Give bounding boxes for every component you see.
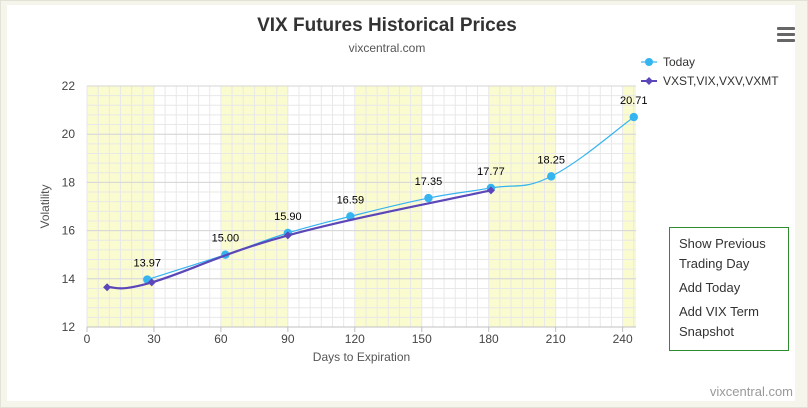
x-tick-label: 180 <box>479 332 499 346</box>
credits-link: vixcentral.com <box>710 384 793 399</box>
hamburger-menu-icon[interactable] <box>777 27 795 43</box>
data-label: 15.90 <box>274 211 302 223</box>
y-tick-label: 14 <box>62 272 76 286</box>
chart-container: 0 30 60 90 120 150 180 210 240 12 14 16 18 20 22 Days t… <box>7 5 795 401</box>
plot-band <box>622 86 636 327</box>
term-point[interactable] <box>283 231 292 240</box>
legend-marker <box>645 77 653 85</box>
today-point[interactable] <box>546 172 556 181</box>
chart-title: VIX Futures Historical Prices <box>257 15 517 36</box>
data-label: 17.35 <box>415 176 443 188</box>
vix-futures-chart: 0 30 60 90 120 150 180 210 240 12 14 16 18 20 22 Days t… <box>38 15 793 399</box>
today-point[interactable] <box>346 212 355 221</box>
show-previous-trading-day-item[interactable]: Show Previous Trading Day <box>679 236 766 271</box>
legend-item-label: VXST,VIX,VXV,VXMT <box>663 74 779 88</box>
data-label: 18.25 <box>537 154 565 166</box>
series-line <box>106 189 492 290</box>
data-label: 15.00 <box>212 233 240 245</box>
x-tick-label: 240 <box>613 332 633 346</box>
term-point[interactable] <box>486 186 495 195</box>
data-label: 16.59 <box>337 194 365 206</box>
x-tick-label: 30 <box>147 332 161 346</box>
data-label: 13.97 <box>133 258 161 270</box>
y-tick-label: 12 <box>62 320 76 334</box>
chart-subtitle: vixcentral.com <box>349 41 426 55</box>
y-tick-label: 22 <box>62 79 76 93</box>
today-point[interactable] <box>629 112 638 122</box>
add-today-item[interactable]: Add Today <box>679 280 741 295</box>
y-tick-label: 18 <box>62 175 76 189</box>
y-tick-label: 16 <box>62 224 76 238</box>
data-label: 20.71 <box>620 95 648 107</box>
chart-context-menu: Show Previous Trading Day Add Today Add … <box>669 227 789 351</box>
y-tick-label: 20 <box>62 127 76 141</box>
x-tick-label: 60 <box>214 332 228 346</box>
data-label: 17.77 <box>477 166 505 178</box>
x-axis-title: Days to Expiration <box>313 350 410 364</box>
y-axis-title: Volatility <box>38 184 52 228</box>
add-vix-term-snapshot-item[interactable]: Add VIX Term Snapshot <box>679 304 759 339</box>
term-point[interactable] <box>103 283 112 292</box>
term-point[interactable] <box>147 278 156 287</box>
x-tick-label: 0 <box>84 332 91 346</box>
x-tick-label: 90 <box>281 332 295 346</box>
x-tick-label: 150 <box>412 332 432 346</box>
x-tick-label: 120 <box>345 332 365 346</box>
today-point[interactable] <box>424 193 433 203</box>
x-tick-label: 210 <box>546 332 566 346</box>
legend-item-label: Today <box>663 55 695 69</box>
legend-marker <box>645 58 653 66</box>
